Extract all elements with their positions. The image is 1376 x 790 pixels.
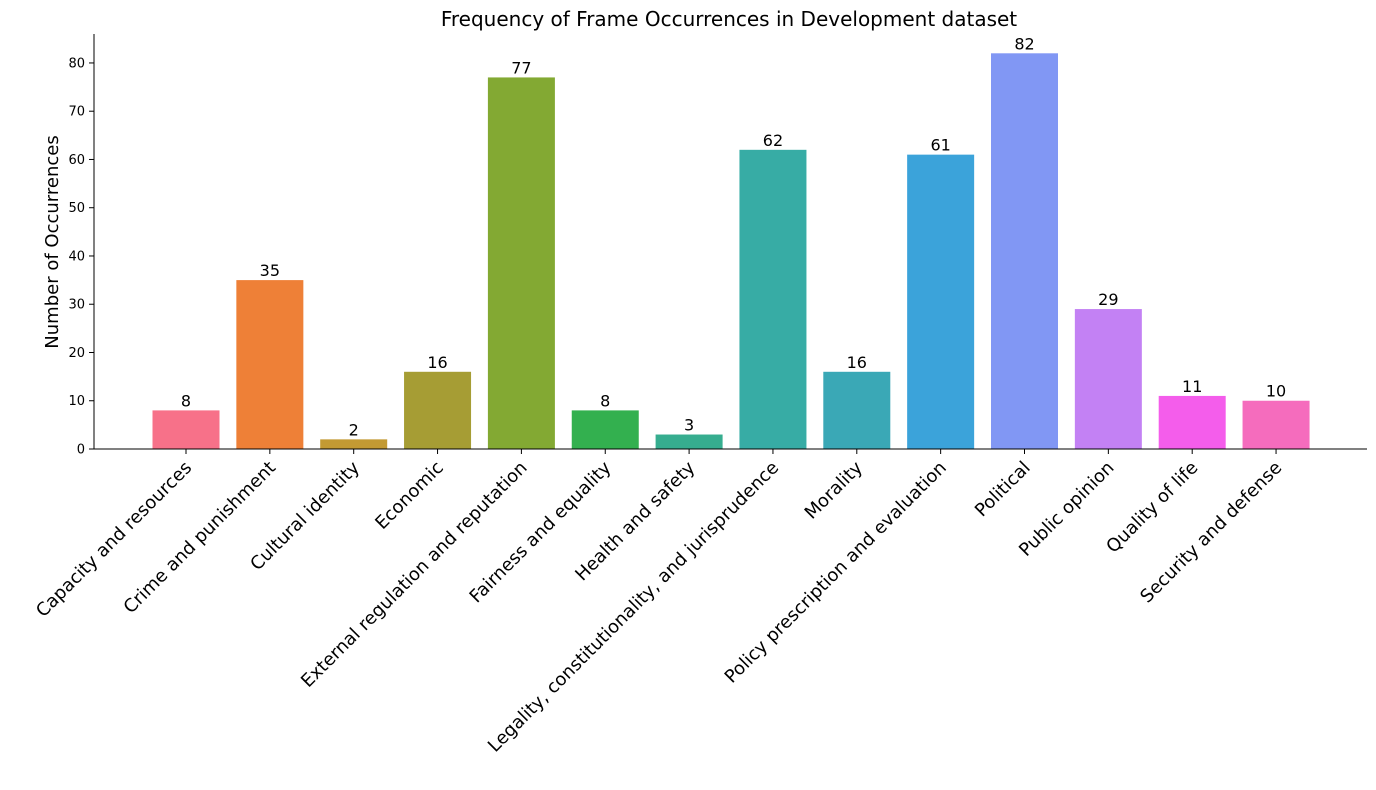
- bar: [571, 410, 639, 449]
- x-tick-label: Crime and punishment: [120, 457, 281, 618]
- y-axis-ticks: 0 10 20 30 40 50 60 70 80: [68, 56, 94, 458]
- x-tick-label: Security and defense: [1136, 457, 1286, 607]
- bar: [487, 77, 555, 449]
- x-tick-label: Economic: [371, 457, 447, 533]
- y-tick-label: 70: [68, 105, 85, 120]
- data-label: 77: [511, 58, 531, 77]
- data-label: 10: [1266, 382, 1286, 401]
- bar: [152, 410, 220, 449]
- y-tick-label: 40: [68, 249, 85, 264]
- y-tick-label: 20: [68, 346, 85, 361]
- bar: [320, 439, 388, 449]
- data-label: 2: [349, 420, 359, 439]
- data-label: 35: [260, 261, 280, 280]
- bar: [655, 434, 723, 449]
- y-axis-label: Number of Occurrences: [42, 135, 63, 348]
- data-labels: 8 35 2 16 77 8 3 62 16 61 82 29 11 10: [181, 34, 1286, 439]
- bar: [739, 149, 807, 449]
- x-tick-label: Morality: [801, 457, 867, 523]
- y-tick-label: 80: [68, 56, 85, 71]
- bar: [236, 280, 304, 449]
- bar: [823, 371, 891, 449]
- data-label: 8: [181, 391, 191, 410]
- chart-title: Frequency of Frame Occurrences in Develo…: [441, 7, 1017, 31]
- data-label: 61: [930, 136, 950, 155]
- x-tick-label: Legality, constitutionality, and jurispr…: [484, 457, 783, 756]
- x-tick-label: Fairness and equality: [466, 457, 616, 607]
- data-label: 8: [600, 391, 610, 410]
- y-tick-label: 60: [68, 153, 85, 168]
- data-label: 3: [684, 416, 694, 435]
- bar: [1074, 309, 1142, 449]
- data-label: 16: [847, 353, 867, 372]
- data-label: 82: [1014, 34, 1034, 53]
- x-tick-label: Political: [971, 457, 1035, 521]
- bar: [1242, 400, 1310, 449]
- y-tick-label: 30: [68, 298, 85, 313]
- x-tick-label: Capacity and resources: [32, 457, 196, 621]
- bars: [152, 53, 1310, 450]
- bar: [991, 53, 1058, 449]
- data-label: 16: [427, 353, 447, 372]
- y-tick-label: 50: [68, 201, 85, 216]
- data-label: 62: [763, 131, 783, 150]
- bar: [1158, 395, 1226, 449]
- y-tick-label: 0: [77, 443, 85, 458]
- y-tick-label: 10: [68, 394, 85, 409]
- data-label: 29: [1098, 290, 1118, 309]
- bar: [404, 371, 472, 449]
- data-label: 11: [1182, 377, 1202, 396]
- bar: [907, 154, 975, 450]
